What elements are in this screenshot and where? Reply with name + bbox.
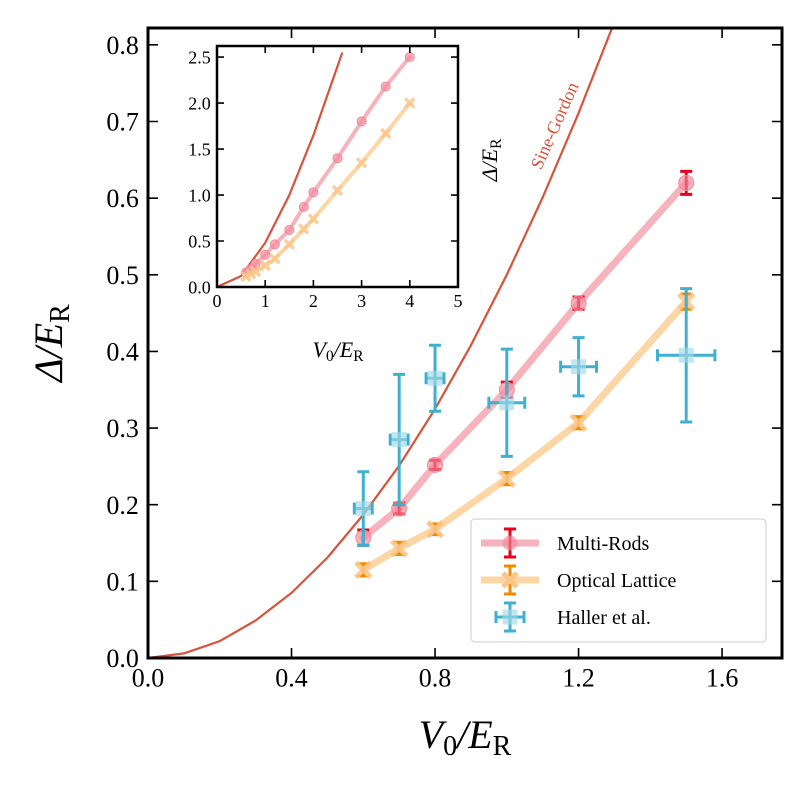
axis-label-part: V xyxy=(313,337,329,362)
curve xyxy=(217,52,344,287)
marker xyxy=(307,213,320,225)
marker xyxy=(269,253,281,265)
marker xyxy=(269,239,280,250)
legend-marker xyxy=(502,609,518,625)
axes-frame xyxy=(146,26,784,660)
marker xyxy=(380,81,391,92)
y-tick-label: 0.6 xyxy=(106,184,139,213)
axis-label-sub: R xyxy=(488,138,505,149)
plot-background xyxy=(217,46,458,287)
marker xyxy=(571,359,587,375)
plot-area: 0.0 0.4 0.8 1.2 1.6 0.0 0.1 0.2 0.3 0.4 0.5 0.6 0.7 0… xyxy=(106,26,784,693)
marker xyxy=(356,116,367,127)
marker xyxy=(332,153,343,164)
legend-marker xyxy=(502,535,518,551)
marker xyxy=(284,224,295,235)
x-tick-label: 2 xyxy=(309,291,318,311)
axis-label-sub: 0 xyxy=(443,731,457,762)
marker xyxy=(678,347,694,363)
x-tick-label: 0.8 xyxy=(419,664,452,693)
axis-label-part: /E xyxy=(332,337,354,362)
axis-label-part: Δ/E xyxy=(26,323,71,384)
legend-marker xyxy=(501,571,519,589)
y-tick-label: 0.5 xyxy=(106,261,139,290)
legend-label: Haller et al. xyxy=(557,607,651,629)
axis-label-sub: R xyxy=(493,731,512,762)
series-layer xyxy=(148,28,717,658)
marker xyxy=(570,295,587,312)
axis-label-part: /E xyxy=(455,712,493,757)
axis-label: V0/ER xyxy=(419,712,512,762)
x-tick-label: 0.4 xyxy=(275,664,308,693)
y-tick-label: 0.3 xyxy=(106,414,139,443)
curve xyxy=(148,28,614,658)
y-tick-label: 1.5 xyxy=(188,139,211,159)
y-tick-label: 1.0 xyxy=(188,185,211,205)
x-tick-label: 0 xyxy=(213,291,222,311)
marker xyxy=(354,560,373,580)
legend-label: Multi-Rods xyxy=(557,533,649,555)
marker xyxy=(678,174,695,191)
marker xyxy=(425,519,445,539)
y-tick-label: 0.8 xyxy=(106,31,139,60)
legend-label: Optical Lattice xyxy=(557,570,677,592)
y-tick-label: 2.0 xyxy=(188,93,211,113)
y-tick-label: 0.2 xyxy=(106,491,139,520)
axis-label: Δ/ER xyxy=(26,304,76,384)
x-tick-label: 1.2 xyxy=(562,664,595,693)
y-tick-label: 0.1 xyxy=(106,567,139,596)
marker xyxy=(355,501,371,517)
marker xyxy=(249,265,262,278)
x-tick-label: 1.6 xyxy=(706,664,739,693)
y-tick-label: 2.5 xyxy=(188,47,211,67)
marker xyxy=(404,52,415,63)
y-tick-label: 0.0 xyxy=(106,644,139,673)
axis-label: V0/ER xyxy=(313,337,365,365)
axes-frame xyxy=(215,44,460,289)
marker xyxy=(308,187,319,198)
marker xyxy=(331,184,344,197)
marker xyxy=(250,258,261,269)
marker xyxy=(283,238,296,250)
marker xyxy=(569,413,588,432)
series-layer xyxy=(217,52,416,287)
x-tick-label: 1 xyxy=(261,291,270,311)
axis-label-sub: R xyxy=(45,304,76,323)
marker xyxy=(391,432,407,448)
y-tick-label: 0.7 xyxy=(106,108,139,137)
axis-label-part: Δ/E xyxy=(477,148,502,182)
plot-area: 0 1 2 3 4 5 0.0 0.5 1.0 1.5 2.0 2.5 xyxy=(188,44,463,311)
y-tick-label: 0.5 xyxy=(188,231,211,251)
legend-box xyxy=(470,518,767,643)
marker xyxy=(497,469,517,488)
y-tick-label: 0.4 xyxy=(106,338,139,367)
x-tick-label: 4 xyxy=(405,291,414,311)
marker xyxy=(389,539,409,558)
x-tick-label: 0.0 xyxy=(132,664,165,693)
marker xyxy=(260,249,271,260)
marker xyxy=(259,259,271,272)
y-tick-label: 0.0 xyxy=(188,277,211,297)
marker xyxy=(379,127,392,140)
x-tick-label: 5 xyxy=(454,291,463,311)
axis-label-sub: 0 xyxy=(326,348,334,365)
axis-label: Δ/ER xyxy=(477,138,505,182)
marker xyxy=(298,223,310,235)
marker xyxy=(298,201,309,212)
axis-label-part: V xyxy=(419,712,448,757)
marker xyxy=(499,395,515,411)
x-tick-label: 3 xyxy=(357,291,366,311)
marker xyxy=(404,97,416,109)
marker xyxy=(355,157,368,169)
axis-label-sub: R xyxy=(353,348,364,365)
marker xyxy=(427,456,444,473)
marker xyxy=(427,370,443,386)
